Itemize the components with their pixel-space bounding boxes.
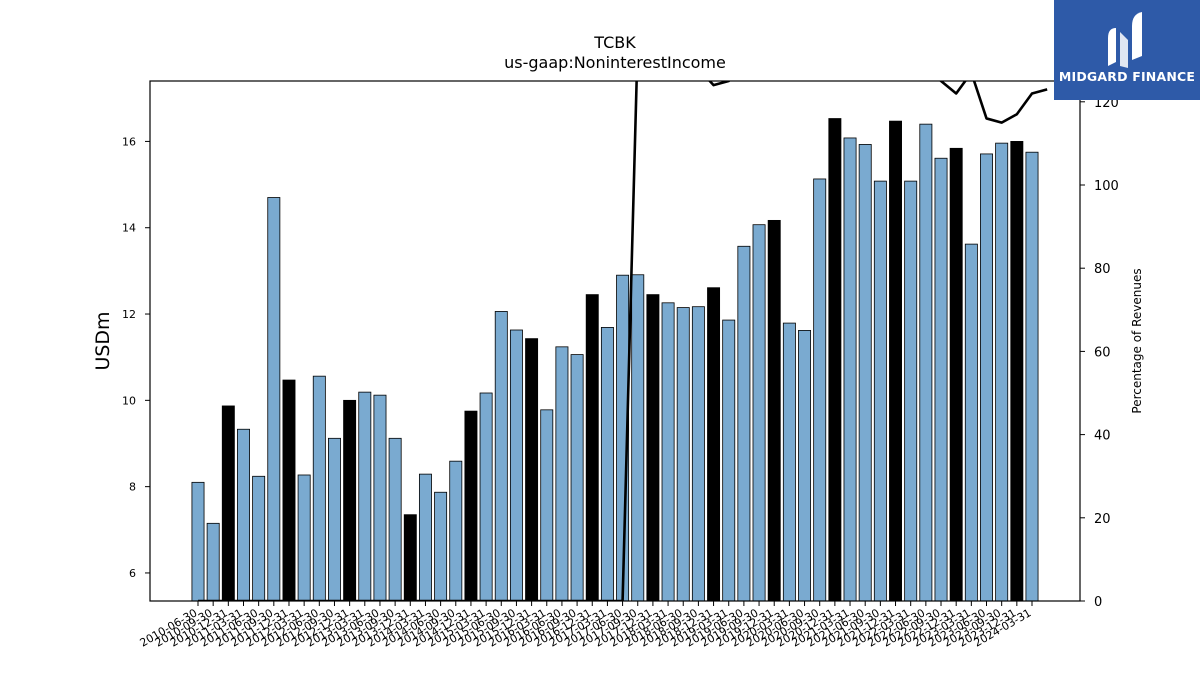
bar-2010-09-30 [206,522,220,602]
y-axis-label: USDm [92,311,114,370]
bar-2010-12-31 [221,405,235,602]
x-axis: 2010-06-302010-09-302010-12-312011-03-31… [138,601,1034,650]
bar-2022-12-31 [949,147,963,602]
y-tick-label: 6 [129,567,136,580]
bar-2020-12-31 [828,118,842,602]
y2-tick-label: 80 [1094,262,1111,277]
y-tick-label: 8 [129,481,136,494]
bar-2013-06-30 [373,394,387,602]
bar-2013-09-30 [388,437,402,602]
bar-2015-03-31 [479,392,493,602]
bar-2021-03-31 [843,137,857,602]
bar-2013-12-31 [403,514,417,602]
y-tick-label: 16 [122,135,136,148]
bar-2016-09-30 [570,354,584,602]
bar-2023-12-31 [1010,141,1024,602]
bar-2017-12-31 [646,294,660,602]
bar-2022-06-30 [919,123,933,602]
bar-2018-12-31 [707,287,721,602]
bar-2016-06-30 [555,346,569,602]
bar-2023-06-30 [980,153,993,602]
y2-tick-label: 40 [1094,429,1111,444]
bar-2017-03-31 [600,327,614,602]
bar-2023-03-31 [964,243,978,602]
y-axis: 6 8 10 12 14 16 [122,135,150,580]
midgard-finance-logo: MIDGARD FINANCE [1054,0,1200,100]
y-tick-label: 10 [122,394,136,407]
bar-2023-09-30 [995,142,1009,602]
y2-tick-label: 60 [1094,345,1111,360]
bar-2014-09-30 [449,460,463,602]
bar-2015-06-30 [494,311,508,602]
bar-series [191,118,1039,602]
bar-2020-03-31 [782,322,796,602]
bar-2012-12-31 [343,399,357,602]
bar-2019-12-31 [767,219,781,602]
bar-2022-09-30 [934,157,948,602]
bar-2021-09-30 [873,180,887,602]
bar-2020-09-30 [813,178,827,602]
bar-2019-09-30 [752,224,766,602]
logo-text: MIDGARD FINANCE [1058,69,1196,84]
bar-2013-03-31 [358,391,372,602]
bar-2012-09-30 [328,437,341,602]
y2-tick-label: 0 [1094,595,1102,610]
y-tick-label: 12 [122,308,136,321]
bar-2014-12-31 [464,410,478,602]
y2-tick-label: 20 [1094,512,1111,527]
bar-2011-09-30 [267,197,281,602]
bar-2011-03-31 [237,428,250,602]
bar-2012-06-30 [312,375,326,602]
bar-2021-12-31 [889,120,902,602]
bar-2014-06-30 [434,491,448,602]
chart-subtitle: us-gaap:NoninterestIncome [504,53,726,72]
bar-2019-03-31 [722,319,736,602]
bar-2012-03-31 [297,474,311,602]
bar-2018-03-31 [661,302,675,602]
bar-2010-06-30 [191,481,205,602]
bar-2015-12-31 [525,338,539,602]
bar-2024-03-31 [1025,151,1039,602]
bar-2015-09-30 [509,329,523,602]
bar-2021-06-30 [858,144,872,602]
plot-frame [149,80,1081,602]
bar-2016-03-31 [540,409,554,602]
bar-2011-06-30 [252,475,266,602]
bar-2019-06-30 [737,245,751,602]
bar-2017-09-30 [631,274,645,602]
bar-2016-12-31 [585,294,599,602]
bar-2014-03-31 [418,473,432,602]
bar-2011-12-31 [282,379,296,602]
bar-2018-09-30 [691,306,705,602]
chart-title: TCBK [593,33,636,52]
y-tick-label: 14 [122,222,136,235]
midgard-logo-icon [1108,12,1142,68]
y2-axis-label: Percentage of Revenues [1130,268,1144,413]
bar-2020-06-30 [798,330,812,602]
y2-tick-label: 100 [1094,179,1119,194]
bar-2022-03-31 [904,180,918,602]
bar-2018-06-30 [676,307,690,602]
